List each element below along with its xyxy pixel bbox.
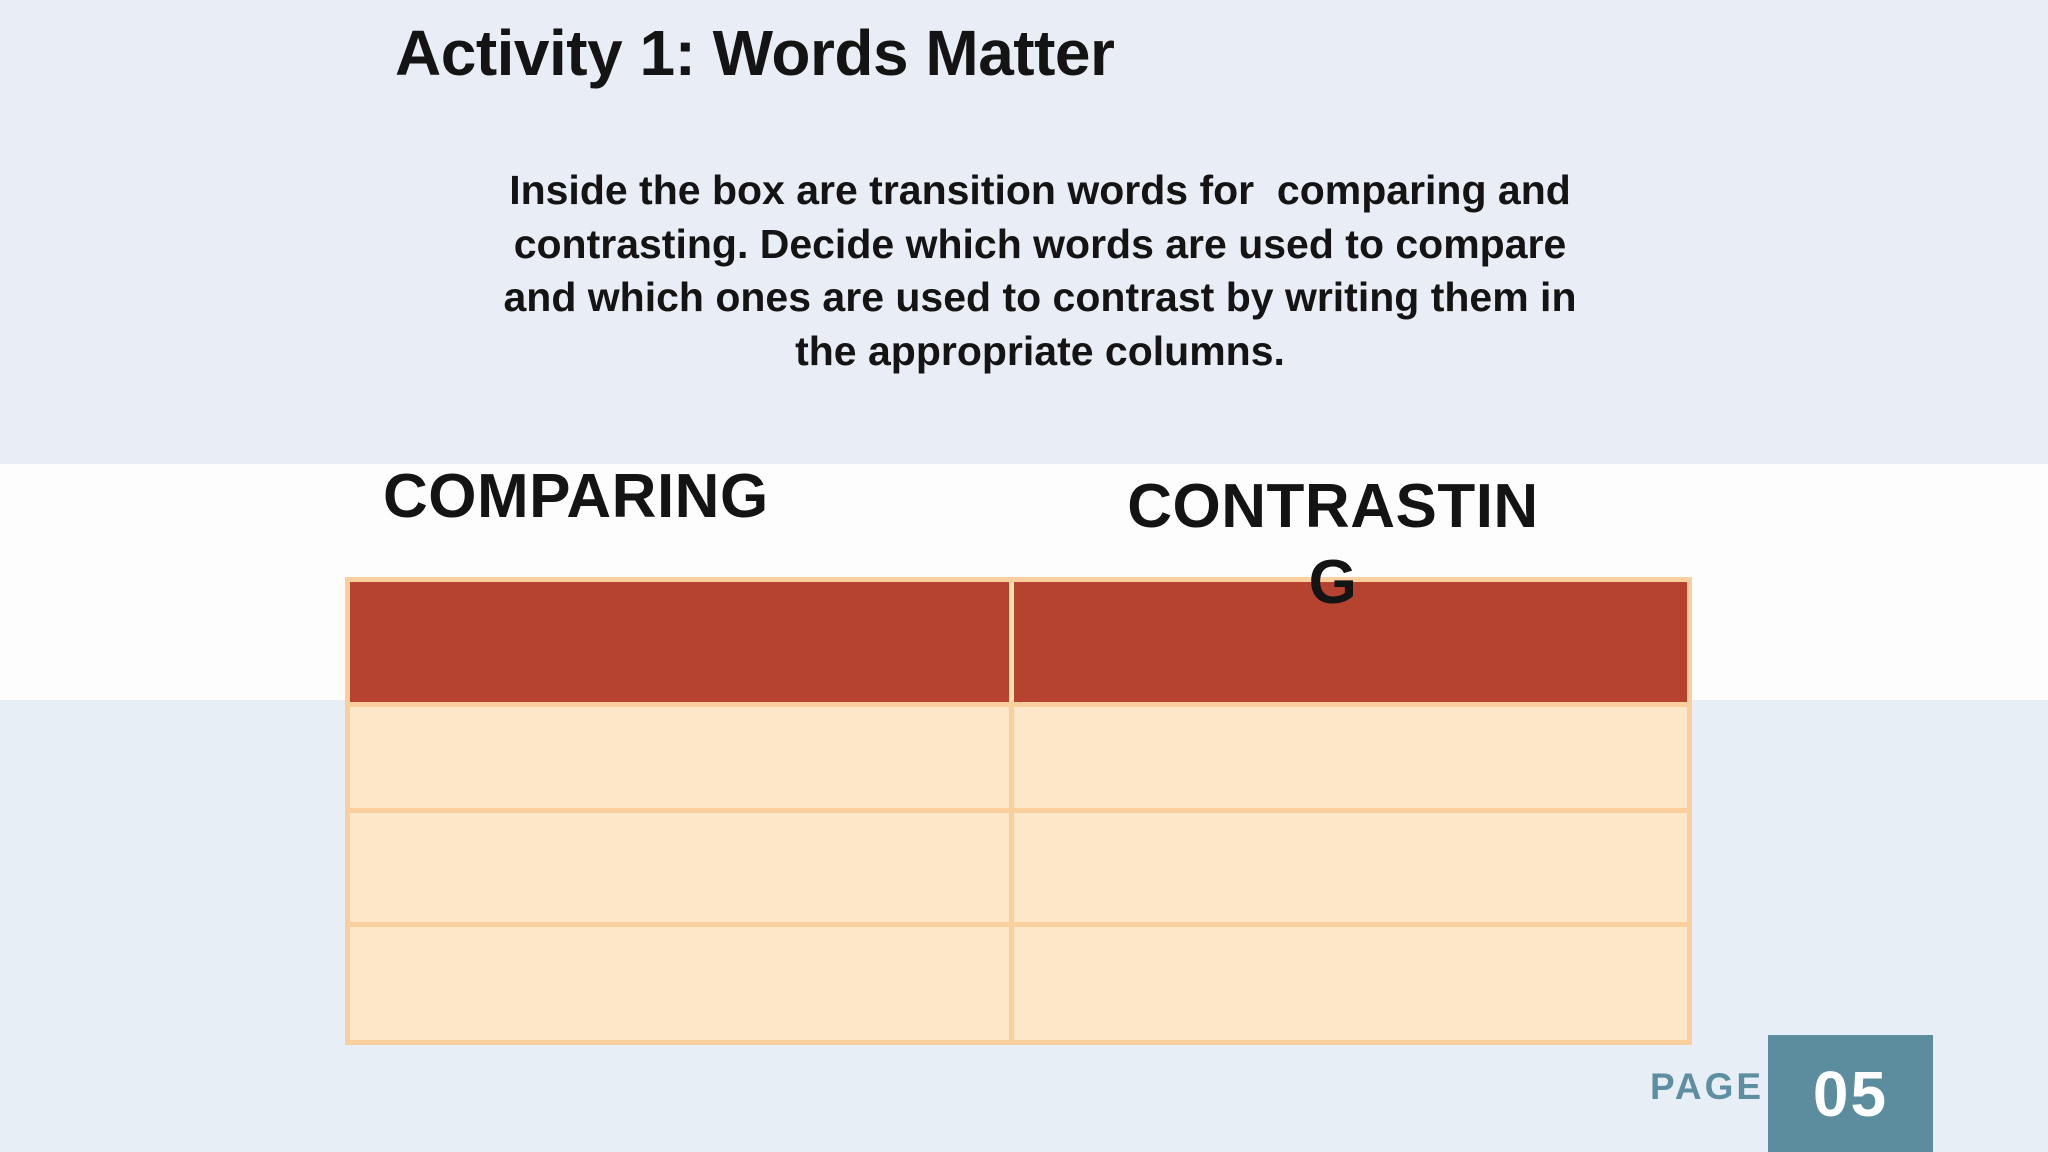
- page-title: Activity 1: Words Matter: [395, 17, 1115, 89]
- page-number: 05: [1812, 1057, 1889, 1130]
- table-header-cell-contrasting: [1014, 582, 1687, 702]
- background-top: [0, 0, 2048, 464]
- instructions-text: Inside the box are transition words for …: [503, 167, 1577, 375]
- header-row-divider: [1009, 582, 1014, 702]
- table-cell-comparing-row3[interactable]: [350, 927, 1009, 1040]
- table-cell-comparing-row1[interactable]: [350, 707, 1009, 808]
- table-header-cell-comparing: [350, 582, 1009, 702]
- column-header-contrasting: CONTRASTIN G: [1127, 472, 1539, 617]
- table-cell-comparing-row2[interactable]: [350, 813, 1009, 922]
- column-header-comparing: COMPARING: [383, 462, 769, 531]
- transition-words-table: [345, 577, 1692, 1045]
- table-cell-contrasting-row3[interactable]: [1014, 927, 1687, 1040]
- page-number-badge: 05: [1768, 1035, 1933, 1152]
- table-cell-contrasting-row1[interactable]: [1014, 707, 1687, 808]
- page-label: PAGE: [1650, 1066, 1765, 1107]
- table-cell-contrasting-row2[interactable]: [1014, 813, 1687, 922]
